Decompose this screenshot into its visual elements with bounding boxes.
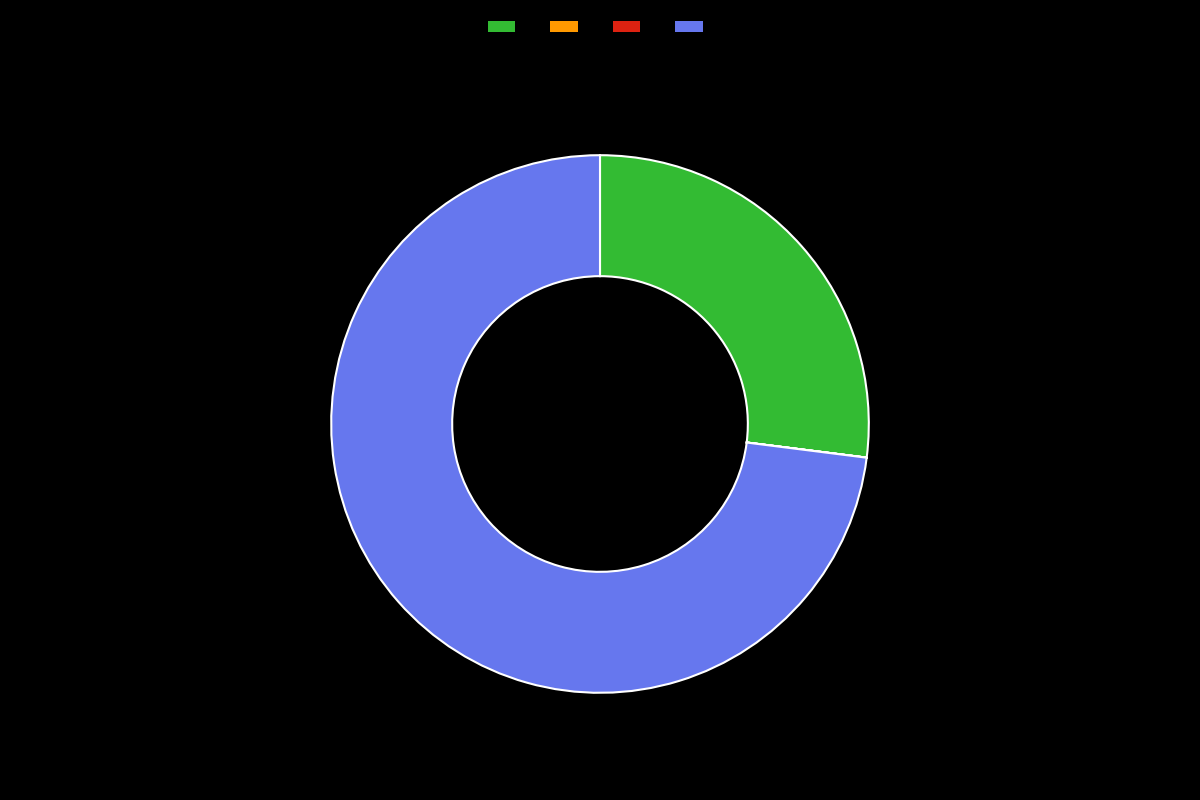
Wedge shape <box>746 442 866 458</box>
Wedge shape <box>746 442 866 458</box>
Legend: , , , : , , , <box>485 18 715 36</box>
Wedge shape <box>331 155 866 693</box>
Wedge shape <box>600 155 869 458</box>
